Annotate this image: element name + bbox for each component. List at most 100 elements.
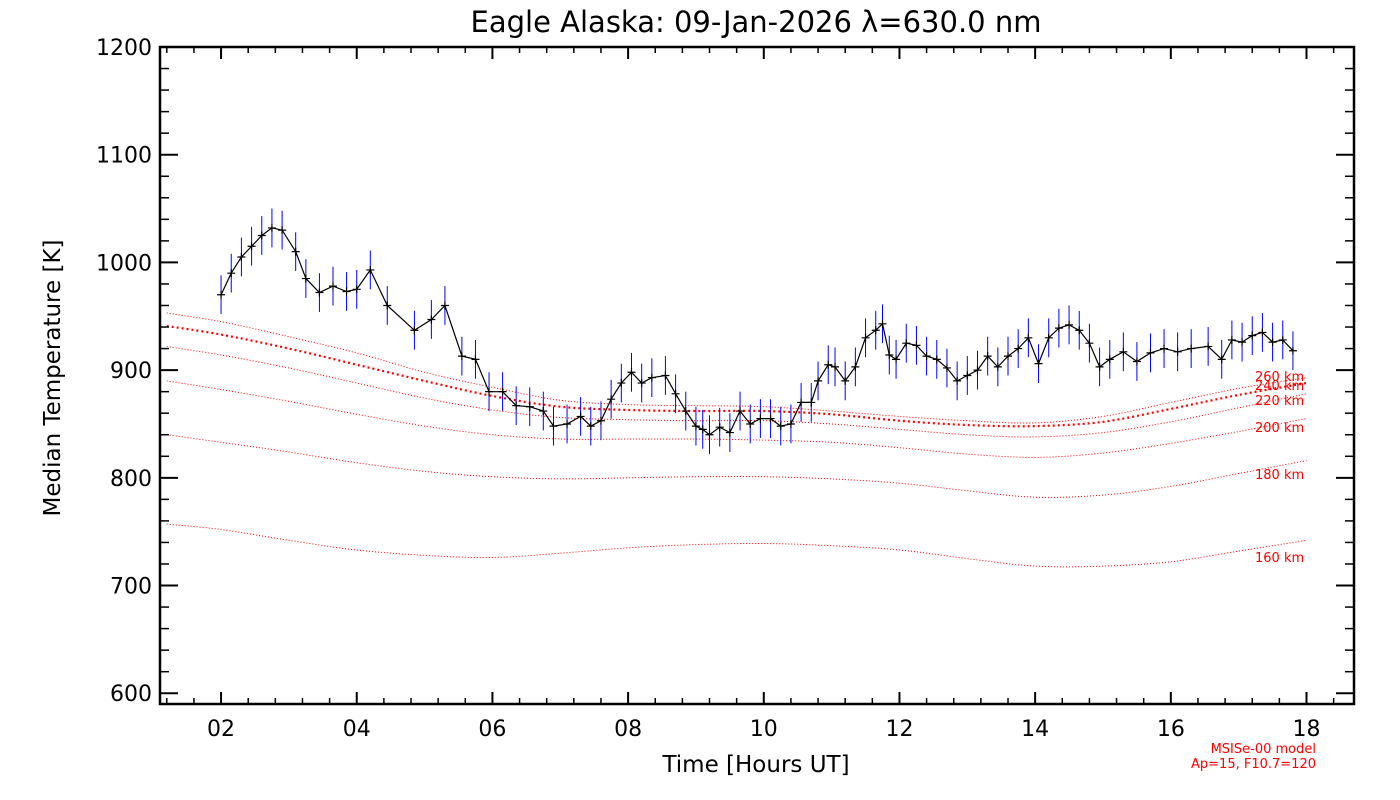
data-point <box>756 414 765 423</box>
data-point <box>671 389 680 398</box>
data-point <box>366 265 375 274</box>
data-point <box>681 407 690 416</box>
data-point <box>1095 362 1104 371</box>
data-point <box>983 352 992 361</box>
y-tick-label: 1000 <box>96 251 152 276</box>
data-point <box>1160 344 1169 353</box>
x-tick-label: 14 <box>1021 717 1049 742</box>
data-point <box>705 430 714 439</box>
data-point <box>932 355 941 364</box>
data-point <box>1065 320 1074 329</box>
model-curve-240-km <box>166 324 1307 428</box>
data-point <box>861 333 870 342</box>
data-point <box>1004 352 1013 361</box>
data-point <box>1119 347 1128 356</box>
data-point <box>1034 359 1043 368</box>
data-point <box>440 301 449 310</box>
data-point <box>237 253 246 262</box>
data-point <box>586 422 595 431</box>
model-label-180-km: 180 km <box>1255 468 1304 483</box>
model-curve-160-km <box>166 523 1307 568</box>
data-point <box>691 422 700 431</box>
data-point <box>457 352 466 361</box>
data-point <box>878 319 887 328</box>
data-point <box>766 414 775 423</box>
y-tick-label: 900 <box>110 359 152 384</box>
data-point <box>942 363 951 372</box>
data-point <box>797 398 806 407</box>
y-tick-labels: 600 700 800 900 1000 1100 1200 <box>96 36 152 707</box>
model-label-200-km: 200 km <box>1255 421 1304 436</box>
data-point <box>851 362 860 371</box>
data-point <box>1227 335 1236 344</box>
data-point <box>617 379 626 388</box>
x-axis-label: Time [Hours UT] <box>661 752 849 778</box>
model-name-note: MSISe-00 model <box>1211 742 1316 757</box>
y-tick-label: 800 <box>110 467 152 492</box>
data-point <box>1105 355 1114 364</box>
data-point <box>471 355 480 364</box>
data-point <box>912 341 921 350</box>
data-point <box>596 416 605 425</box>
data-point <box>563 419 572 428</box>
data-point <box>1278 335 1287 344</box>
data-point <box>427 315 436 324</box>
temperature-line <box>220 227 1294 436</box>
data-point <box>1173 347 1182 356</box>
model-label-220-km: 220 km <box>1255 394 1304 409</box>
data-point <box>1024 333 1033 342</box>
y-tick-label: 700 <box>110 575 152 600</box>
data-point <box>1146 348 1155 357</box>
model-curves <box>166 312 1307 568</box>
y-tick-label: 1200 <box>96 36 152 61</box>
measurement-series <box>217 0 1297 455</box>
data-point <box>1014 344 1023 353</box>
model-curve-180-km <box>166 434 1307 498</box>
data-point <box>715 423 724 432</box>
data-point <box>328 282 337 291</box>
data-point <box>1054 324 1063 333</box>
data-point <box>539 407 548 416</box>
data-point <box>698 425 707 434</box>
data-point <box>498 387 507 396</box>
data-point <box>549 422 558 431</box>
model-params-note: Ap=15, F10.7=120 <box>1191 757 1316 772</box>
data-point <box>831 362 840 371</box>
data-point <box>247 242 256 251</box>
data-point <box>1075 326 1084 335</box>
x-tick-label: 12 <box>885 717 913 742</box>
model-curve-220-km <box>166 345 1307 438</box>
data-point <box>1044 333 1053 342</box>
data-point <box>807 398 816 407</box>
data-point <box>814 376 823 385</box>
data-point <box>525 402 534 411</box>
data-point <box>892 355 901 364</box>
data-point <box>1132 357 1141 366</box>
data-point <box>786 419 795 428</box>
x-tick-label: 10 <box>750 717 778 742</box>
axis-ticks <box>160 46 1354 704</box>
data-point <box>512 401 521 410</box>
data-point <box>1268 338 1277 347</box>
data-point <box>217 290 226 299</box>
data-point <box>1238 338 1247 347</box>
data-point <box>922 352 931 361</box>
model-curve-260-km <box>166 312 1307 424</box>
data-point <box>607 395 616 404</box>
x-tick-label: 04 <box>343 717 371 742</box>
plot-frame <box>158 45 1356 706</box>
data-point <box>1288 346 1297 355</box>
data-point <box>383 301 392 310</box>
data-point <box>576 412 585 421</box>
model-curve-200-km <box>166 380 1307 458</box>
data-point <box>725 428 734 437</box>
data-point <box>257 231 266 240</box>
data-point <box>871 326 880 335</box>
data-point <box>973 366 982 375</box>
data-point <box>963 371 972 380</box>
data-point <box>736 407 745 416</box>
data-point <box>953 376 962 385</box>
data-point <box>627 368 636 377</box>
y-axis-label: Median Temperature [K] <box>40 240 66 517</box>
